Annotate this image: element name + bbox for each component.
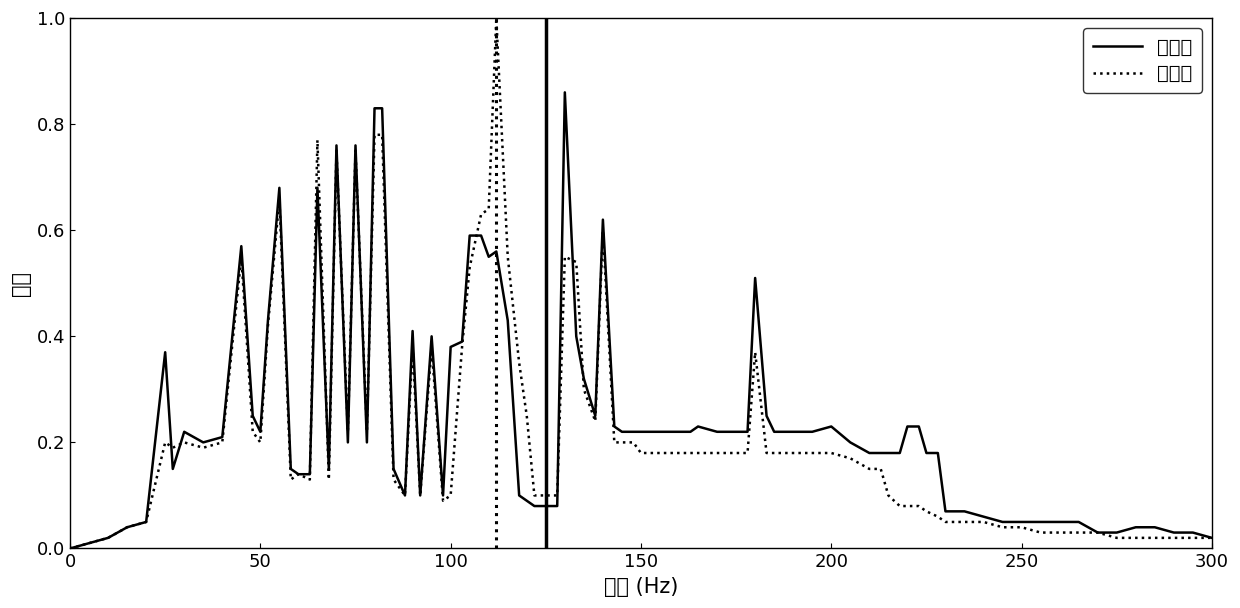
Legend: 疲劳前, 疲劳后: 疲劳前, 疲劳后 [1084, 28, 1202, 93]
Line: 疲劳前: 疲劳前 [69, 92, 1211, 548]
疲劳前 [62, 545, 77, 552]
Y-axis label: 幅值: 幅值 [11, 271, 31, 295]
疲劳前 [919, 449, 934, 457]
疲劳后 [62, 545, 77, 552]
疲劳前 [862, 449, 877, 457]
疲劳前 [911, 423, 926, 430]
疲劳后 [862, 465, 877, 472]
疲劳后 [1204, 534, 1219, 542]
疲劳前 [558, 89, 573, 96]
疲劳前 [683, 428, 698, 435]
X-axis label: 频率 (Hz): 频率 (Hz) [604, 577, 678, 597]
疲劳前 [1204, 534, 1219, 542]
疲劳后 [919, 508, 934, 515]
疲劳后 [489, 15, 503, 22]
Line: 疲劳后: 疲劳后 [69, 18, 1211, 548]
疲劳前 [900, 423, 915, 430]
疲劳后 [911, 502, 926, 510]
疲劳后 [683, 449, 698, 457]
疲劳后 [957, 518, 972, 525]
疲劳后 [900, 502, 915, 510]
疲劳前 [957, 508, 972, 515]
